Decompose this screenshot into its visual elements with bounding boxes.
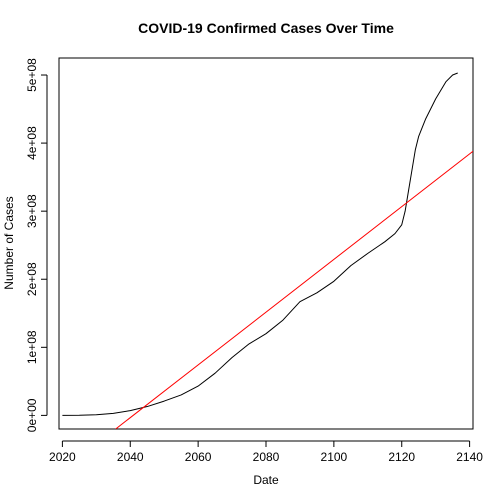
y-axis: 0e+00 1e+08 2e+08 3e+08 4e+08 5e+08 xyxy=(25,58,48,432)
plot-series-group xyxy=(62,72,473,429)
x-tick-label: 2140 xyxy=(456,450,483,464)
y-tick-label: 2e+08 xyxy=(25,262,39,296)
trend-line xyxy=(115,150,473,429)
y-axis-label: Number of Cases xyxy=(2,196,16,289)
y-tick-label: 4e+08 xyxy=(25,126,39,160)
x-tick-label: 2020 xyxy=(49,450,76,464)
y-tick-label: 0e+00 xyxy=(25,398,39,432)
x-tick-label: 2120 xyxy=(388,450,415,464)
chart-title: COVID-19 Confirmed Cases Over Time xyxy=(138,20,394,36)
cases-series-line xyxy=(62,72,458,416)
x-tick-label: 2040 xyxy=(117,450,144,464)
y-tick-label: 5e+08 xyxy=(25,58,39,92)
x-axis-label: Date xyxy=(253,473,279,487)
x-axis: 2020 2040 2060 2080 2100 2120 2140 xyxy=(49,440,483,464)
x-tick-label: 2100 xyxy=(321,450,348,464)
y-tick-label: 3e+08 xyxy=(25,194,39,228)
x-tick-label: 2080 xyxy=(253,450,280,464)
plot-area-border xyxy=(58,57,474,430)
x-tick-label: 2060 xyxy=(185,450,212,464)
y-tick-label: 1e+08 xyxy=(25,330,39,364)
